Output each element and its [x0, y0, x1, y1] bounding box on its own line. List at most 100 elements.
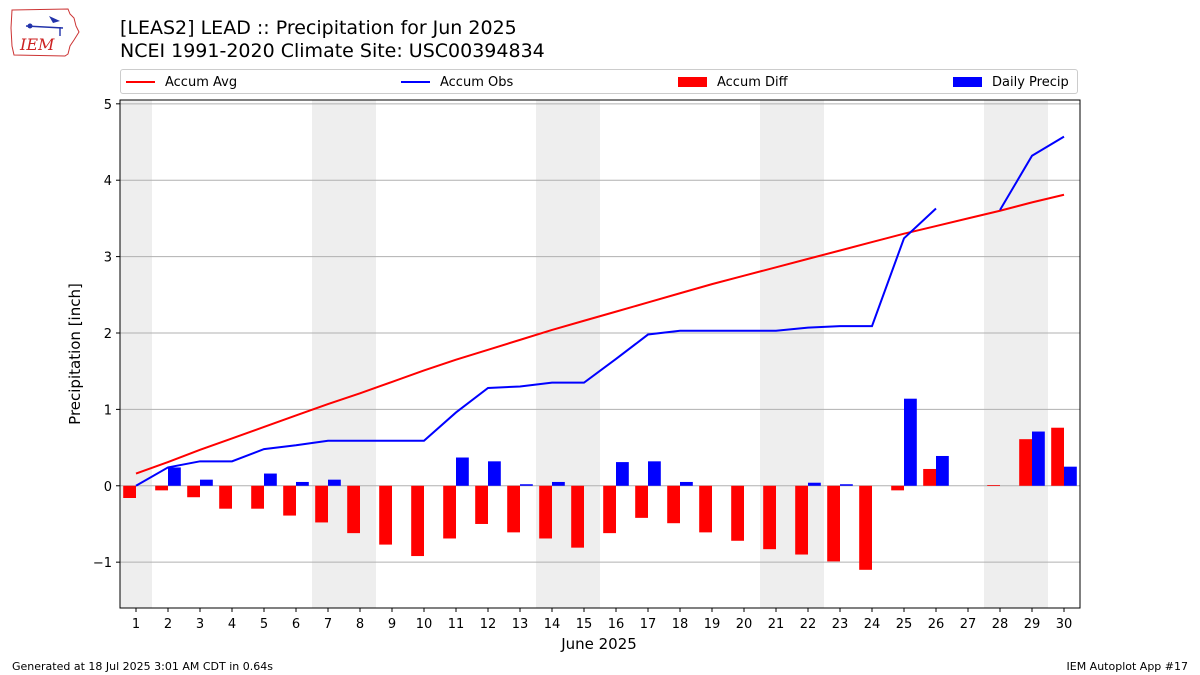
x-tick-label: 24: [864, 617, 881, 632]
x-tick-label: 11: [448, 617, 465, 632]
daily-precip-bar: [520, 484, 533, 486]
accum-diff-bar: [667, 485, 680, 524]
y-tick-label: 3: [104, 251, 112, 266]
daily-precip-bar: [168, 467, 181, 486]
daily-precip-bar: [200, 479, 213, 486]
legend-swatch-accum-avg: [126, 81, 155, 83]
daily-precip-bar: [808, 482, 821, 486]
chart-title: [LEAS2] LEAD :: Precipitation for Jun 20…: [120, 17, 517, 39]
accum-diff-bar: [763, 485, 776, 550]
accum-diff-bar: [187, 485, 200, 498]
x-tick-label: 18: [672, 617, 689, 632]
x-tick-label: 20: [736, 617, 753, 632]
legend-item-accum-avg: Accum Avg: [126, 73, 237, 91]
footer-generated-text: Generated at 18 Jul 2025 3:01 AM CDT in …: [12, 660, 273, 673]
accum-diff-bar: [283, 485, 296, 516]
legend-label-accum-diff: Accum Diff: [717, 74, 788, 90]
weekend-shade: [312, 100, 376, 608]
x-tick-label: 15: [576, 617, 593, 632]
weekend-shade: [760, 100, 824, 608]
x-tick-label: 27: [960, 617, 977, 632]
iowa-state-outline: [10, 8, 80, 57]
weekend-shade: [984, 100, 1048, 608]
x-tick-label: 6: [292, 617, 300, 632]
accum-diff-bar: [315, 485, 328, 523]
x-tick-label: 3: [196, 617, 204, 632]
daily-precip-bar: [552, 481, 565, 486]
daily-precip-bar: [488, 461, 501, 486]
daily-precip-bar: [616, 462, 629, 486]
accum-diff-bar: [699, 485, 712, 533]
footer-app-text: IEM Autoplot App #17: [1066, 660, 1189, 673]
accum-avg-line: [135, 193, 1065, 475]
svg-text:IEM: IEM: [19, 35, 55, 54]
daily-precip-bar: [1032, 431, 1045, 486]
accum-diff-bar: [251, 485, 264, 509]
x-tick-label: 14: [544, 617, 561, 632]
accum-obs-line: [999, 135, 1065, 211]
x-tick-label: 23: [832, 617, 849, 632]
x-tick-label: 12: [480, 617, 497, 632]
chart-subtitle: NCEI 1991-2020 Climate Site: USC00394834: [120, 40, 545, 62]
y-tick-label: 1: [104, 403, 112, 418]
legend-label-daily-precip: Daily Precip: [992, 74, 1069, 90]
legend-swatch-daily-precip: [953, 77, 982, 87]
x-tick-label: 17: [640, 617, 657, 632]
legend-label-accum-avg: Accum Avg: [165, 74, 238, 90]
daily-precip-bar: [328, 479, 341, 486]
accum-diff-bar: [411, 485, 424, 557]
x-tick-label: 5: [260, 617, 268, 632]
daily-precip-bar: [840, 484, 853, 486]
legend-item-daily-precip: Daily Precip: [953, 73, 1069, 91]
accum-diff-bar: [795, 485, 808, 555]
x-tick-label: 1: [132, 617, 140, 632]
accum-diff-bar: [1051, 427, 1064, 486]
weekend-shade: [536, 100, 600, 608]
accum-diff-bar: [891, 485, 904, 491]
legend-item-accum-obs: Accum Obs: [401, 73, 513, 91]
x-tick-label: 19: [704, 617, 721, 632]
legend-swatch-accum-diff: [678, 77, 707, 87]
y-tick-label: −1: [93, 556, 112, 571]
iem-logo: IEM: [10, 8, 80, 57]
accum-diff-bar: [347, 485, 360, 534]
accum-diff-bar: [635, 485, 648, 518]
accum-obs-line: [135, 207, 937, 487]
accum-diff-bar: [155, 485, 168, 491]
legend-swatch-accum-obs: [401, 81, 430, 83]
plot-frame: [119, 99, 1081, 609]
accum-diff-bar: [603, 485, 616, 534]
x-tick-label: 25: [896, 617, 913, 632]
x-tick-label: 8: [356, 617, 364, 632]
accum-diff-bar: [539, 485, 552, 539]
accum-diff-bar: [827, 485, 840, 562]
x-tick-label: 30: [1056, 617, 1073, 632]
accum-diff-bar: [987, 485, 1000, 486]
accum-diff-bar: [475, 485, 488, 524]
chart-legend: Accum Avg Accum Obs Accum Diff Daily Pre…: [120, 69, 1078, 94]
daily-precip-bar: [904, 398, 917, 486]
accum-diff-bar: [443, 485, 456, 539]
legend-label-accum-obs: Accum Obs: [440, 74, 514, 90]
x-tick-label: 4: [228, 617, 236, 632]
daily-precip-bar: [296, 481, 309, 486]
accum-diff-bar: [731, 485, 744, 541]
x-tick-label: 7: [324, 617, 332, 632]
accum-diff-bar: [123, 485, 136, 498]
x-tick-label: 28: [992, 617, 1009, 632]
accum-diff-bar: [1019, 439, 1032, 486]
y-tick-label: 5: [104, 98, 112, 113]
x-tick-label: 16: [608, 617, 625, 632]
y-tick-label: 2: [104, 327, 112, 342]
daily-precip-bar: [1064, 466, 1077, 486]
accum-diff-bar: [923, 468, 936, 486]
x-tick-label: 9: [388, 617, 396, 632]
daily-precip-bar: [648, 461, 661, 486]
daily-precip-bar: [456, 457, 469, 486]
x-tick-label: 21: [768, 617, 785, 632]
x-tick-label: 2: [164, 617, 172, 632]
weekend-shade: [120, 100, 152, 608]
x-tick-label: 29: [1024, 617, 1041, 632]
x-axis-label: June 2025: [560, 635, 637, 653]
